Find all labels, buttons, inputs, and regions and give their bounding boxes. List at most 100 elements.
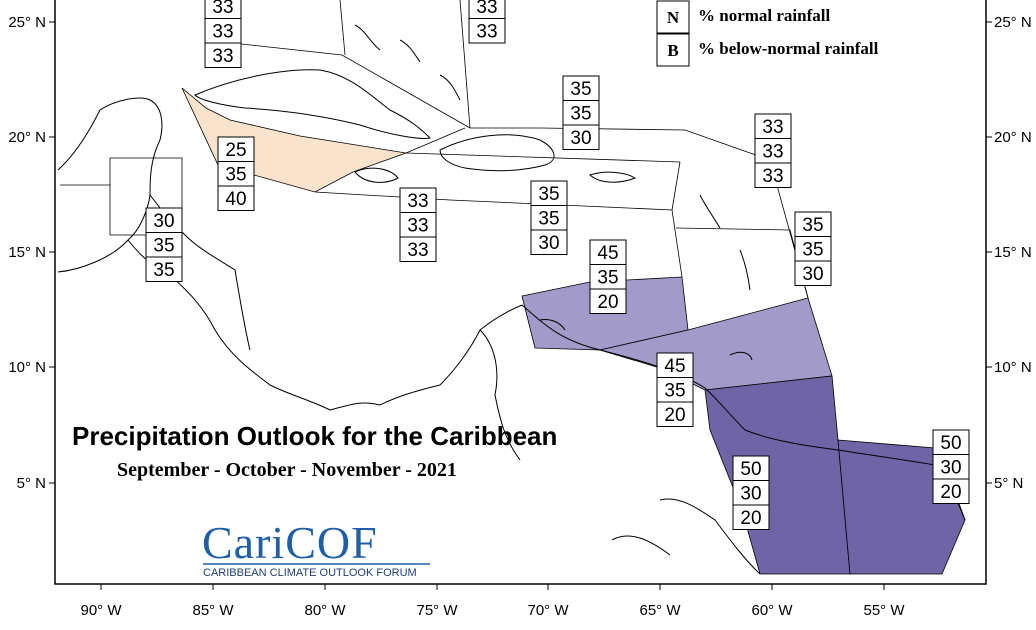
- forecast-cell: [399, 212, 437, 238]
- x-tick-label: 90° W: [80, 602, 122, 619]
- forecast-value: 33: [212, 46, 233, 67]
- y-tick-label-right: 25° N: [994, 14, 1032, 31]
- x-tick-label: 65° W: [639, 602, 681, 619]
- forecast-value: 35: [664, 381, 685, 402]
- y-tick-label-left: 10° N: [8, 359, 46, 376]
- caricof-logo: CariCOF CARIBBEAN CLIMATE OUTLOOK FORUM: [202, 517, 430, 579]
- forecast-box-french-guiana: 50 30 20: [932, 429, 970, 504]
- forecast-cell: [732, 504, 770, 530]
- forecast-box-hispaniola-north: 35 35 30: [562, 75, 600, 150]
- y-axis-left: 25° N 20° N 15° N 10° N 5° N: [8, 14, 55, 492]
- forecast-box-puerto-rico: 35 35 30: [530, 180, 568, 255]
- forecast-value: 33: [476, 0, 497, 18]
- forecast-value: 33: [407, 240, 428, 261]
- forecast-value: 33: [476, 22, 497, 43]
- forecast-value: 35: [570, 79, 591, 100]
- forecast-value: 33: [407, 216, 428, 237]
- y-tick-label-right: 5° N: [994, 475, 1023, 492]
- forecast-cell: [754, 113, 792, 139]
- forecast-value: 35: [802, 240, 823, 261]
- forecast-cell: [562, 124, 600, 150]
- forecast-value: 20: [597, 292, 618, 313]
- forecast-value: 35: [225, 165, 246, 186]
- forecast-value: 30: [570, 128, 591, 149]
- forecast-cell: [794, 236, 832, 262]
- forecast-cell: [932, 478, 970, 504]
- legend-label-b: % below-normal rainfall: [698, 39, 879, 58]
- forecast-cell: [217, 136, 255, 162]
- forecast-value: 35: [153, 236, 174, 257]
- forecast-value: 33: [407, 191, 428, 212]
- forecast-value: 33: [212, 0, 233, 18]
- forecast-value: 45: [664, 356, 685, 377]
- legend: N % normal rainfall B % below-normal rai…: [656, 0, 879, 67]
- forecast-box-bahamas-west: 33 33 33: [204, 0, 242, 68]
- forecast-value: 35: [597, 268, 618, 289]
- y-tick-label-left: 25° N: [8, 14, 46, 31]
- forecast-cell: [530, 205, 568, 231]
- forecast-value: 33: [762, 142, 783, 163]
- forecast-cell: [530, 229, 568, 255]
- x-axis: 90° W 85° W 80° W 75° W 70° W 65° W 60° W 55° W: [80, 584, 905, 619]
- forecast-cell: [589, 264, 627, 290]
- forecast-value: 20: [740, 508, 761, 529]
- forecast-value: 50: [940, 433, 961, 454]
- forecast-value: 30: [802, 264, 823, 285]
- legend-key-n: N: [667, 8, 680, 27]
- forecast-value: 30: [538, 233, 559, 254]
- x-tick-label: 60° W: [751, 602, 793, 619]
- logo-wordmark: CariCOF: [202, 517, 378, 568]
- forecast-value: 25: [225, 140, 246, 161]
- forecast-value: 30: [740, 484, 761, 505]
- forecast-cell: [217, 185, 255, 211]
- forecast-box-windward-islands: 35 35 30: [794, 211, 832, 286]
- forecast-cell: [204, 42, 242, 68]
- forecast-value: 33: [212, 22, 233, 43]
- forecast-value: 20: [664, 405, 685, 426]
- forecast-cell: [145, 256, 183, 282]
- forecast-cell: [732, 455, 770, 481]
- forecast-box-cuba: 25 35 40: [217, 136, 255, 211]
- forecast-cell: [145, 207, 183, 233]
- forecast-cell: [562, 75, 600, 101]
- forecast-cell: [145, 232, 183, 258]
- y-tick-label-left: 20° N: [8, 129, 46, 146]
- forecast-cell: [732, 480, 770, 506]
- forecast-box-guyana: 50 30 20: [732, 455, 770, 530]
- forecast-box-belize: 30 35 35: [145, 207, 183, 282]
- y-tick-label-left: 15° N: [8, 244, 46, 261]
- forecast-box-trinidad: 45 35 20: [656, 352, 694, 427]
- x-tick-label: 80° W: [304, 602, 346, 619]
- forecast-value: 35: [570, 104, 591, 125]
- forecast-cell: [562, 100, 600, 126]
- forecast-value: 30: [940, 458, 961, 479]
- forecast-value: 45: [597, 243, 618, 264]
- y-tick-label-right: 20° N: [994, 129, 1032, 146]
- forecast-value: 35: [153, 260, 174, 281]
- forecast-value: 35: [538, 184, 559, 205]
- map-title: Precipitation Outlook for the Caribbean: [72, 421, 557, 451]
- forecast-cell: [932, 454, 970, 480]
- forecast-cell: [399, 236, 437, 262]
- forecast-value: 33: [762, 117, 783, 138]
- x-tick-label: 70° W: [527, 602, 569, 619]
- y-tick-label-right: 10° N: [994, 359, 1032, 376]
- forecast-value: 40: [225, 189, 246, 210]
- x-tick-label: 55° W: [863, 602, 905, 619]
- forecast-boxes: 3333333333253540303535333333353530353530…: [145, 0, 970, 530]
- forecast-cell: [589, 288, 627, 314]
- forecast-box-jamaica: 33 33 33: [399, 187, 437, 262]
- legend-key-b-box: [656, 33, 690, 67]
- logo-tagline: CARIBBEAN CLIMATE OUTLOOK FORUM: [203, 567, 417, 579]
- x-tick-label: 75° W: [416, 602, 458, 619]
- forecast-value: 33: [762, 166, 783, 187]
- forecast-cell: [589, 239, 627, 265]
- map-subtitle: September - October - November - 2021: [117, 459, 457, 481]
- legend-key-n-box: [656, 0, 690, 34]
- y-axis-right: 25° N 20° N 15° N 10° N 5° N: [986, 14, 1032, 492]
- coastlines: [57, 0, 966, 575]
- forecast-box-leeward-islands: 33 33 33: [754, 113, 792, 188]
- y-tick-label-left: 5° N: [17, 475, 46, 492]
- forecast-cell: [468, 18, 506, 44]
